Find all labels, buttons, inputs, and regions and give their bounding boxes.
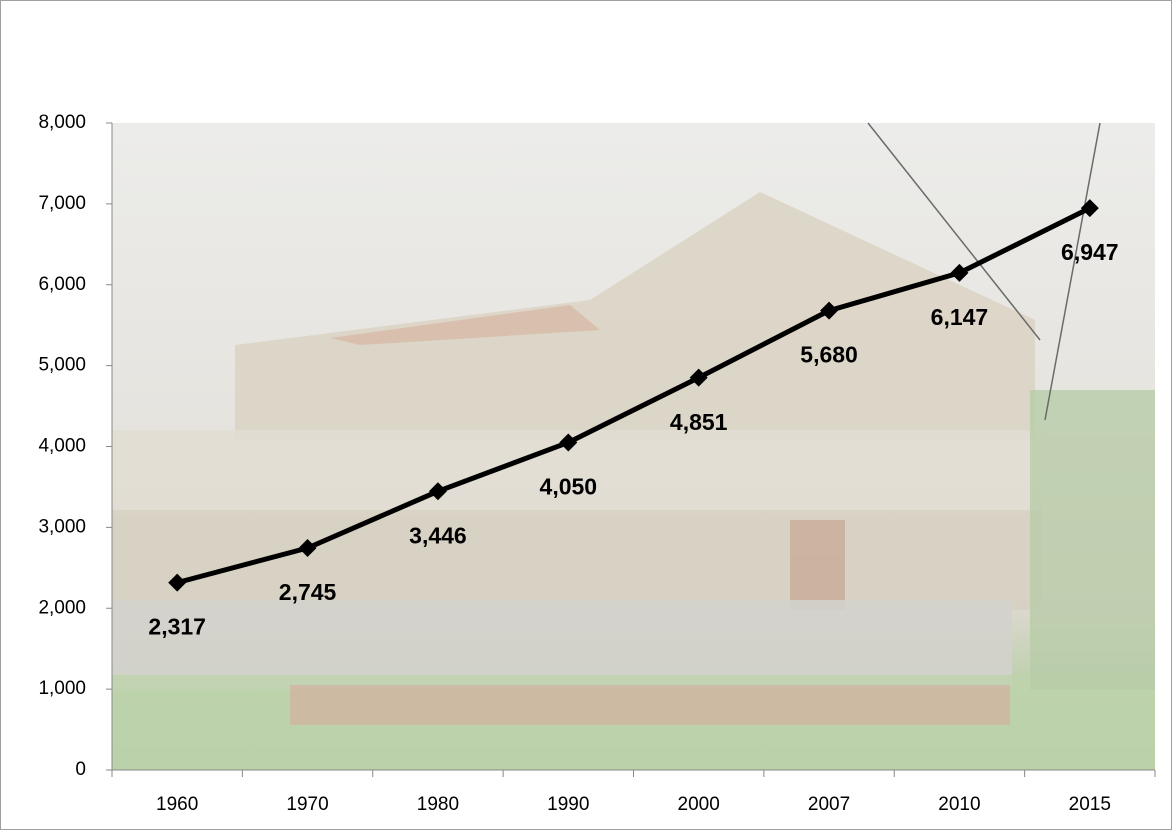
data-label: 2,317 (148, 614, 206, 640)
data-label: 4,050 (540, 474, 598, 500)
y-tick-label: 6,000 (38, 274, 86, 295)
data-label: 5,680 (800, 342, 858, 368)
wire (1044, 122, 1101, 421)
x-tick-label: 1980 (417, 794, 459, 815)
y-tick-label: 0 (75, 759, 86, 780)
data-label: 6,147 (931, 304, 989, 330)
data-point (689, 368, 708, 387)
y-tick-label: 3,000 (38, 516, 86, 537)
x-tick-label: 2015 (1069, 794, 1111, 815)
wire (867, 122, 1041, 341)
y-tick-label: 1,000 (38, 678, 86, 699)
trees (1030, 390, 1155, 690)
y-tick-label: 5,000 (38, 355, 86, 376)
data-point (820, 301, 839, 320)
door (790, 520, 845, 610)
data-point (298, 538, 317, 557)
balcony (112, 430, 1042, 510)
flowers (290, 685, 1010, 725)
data-point (1080, 199, 1099, 218)
x-tick-label: 1960 (156, 794, 198, 815)
house-lower (112, 510, 1042, 610)
x-tick-label: 1990 (547, 794, 589, 815)
data-point (428, 482, 447, 501)
x-tick-label: 2000 (678, 794, 720, 815)
data-label: 2,745 (279, 579, 337, 605)
background-photo (112, 122, 1155, 770)
house-upper (235, 192, 1035, 440)
data-point (950, 263, 969, 282)
y-tick-label: 4,000 (38, 436, 86, 457)
y-tick-label: 7,000 (38, 193, 86, 214)
data-label: 3,446 (409, 522, 467, 548)
data-label: 4,851 (670, 409, 728, 435)
x-tick-label: 2010 (938, 794, 980, 815)
data-point (168, 573, 187, 592)
data-label: 6,947 (1061, 239, 1119, 265)
x-tick-label: 2007 (808, 794, 850, 815)
roof (330, 305, 600, 345)
data-point (559, 433, 578, 452)
y-tick-label: 8,000 (38, 112, 86, 133)
y-tick-label: 2,000 (38, 597, 86, 618)
series-line (176, 205, 1091, 586)
x-tick-label: 1970 (286, 794, 328, 815)
